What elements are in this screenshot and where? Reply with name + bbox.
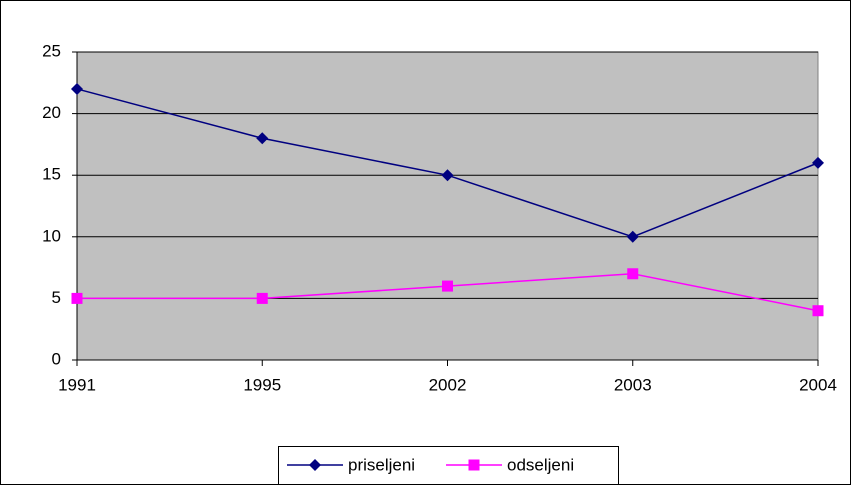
data-point [627, 268, 639, 280]
y-tick-label: 20 [42, 103, 61, 122]
data-point [71, 292, 83, 304]
legend-marker [309, 459, 321, 471]
legend-label: odseljeni [507, 455, 574, 474]
data-point [256, 292, 268, 304]
legend-marker [468, 459, 480, 471]
data-point [71, 82, 83, 95]
plot-area [76, 51, 819, 361]
data-point [256, 132, 269, 145]
x-tick-label: 1995 [243, 375, 281, 394]
legend-label: priseljeni [348, 455, 415, 474]
y-tick-label: 10 [42, 226, 61, 245]
data-point [812, 305, 824, 317]
x-tick-label: 2002 [429, 375, 467, 394]
y-tick-label: 5 [52, 288, 61, 307]
x-tick-label: 2003 [614, 375, 652, 394]
data-point [441, 169, 454, 182]
x-tick-label: 2004 [799, 375, 837, 394]
data-point [626, 230, 639, 243]
y-tick-label: 15 [42, 165, 61, 184]
data-point [812, 156, 824, 169]
y-tick-label: 0 [52, 349, 61, 368]
y-tick-label: 25 [42, 41, 61, 60]
x-tick-label: 1991 [58, 375, 96, 394]
data-point [442, 280, 453, 292]
